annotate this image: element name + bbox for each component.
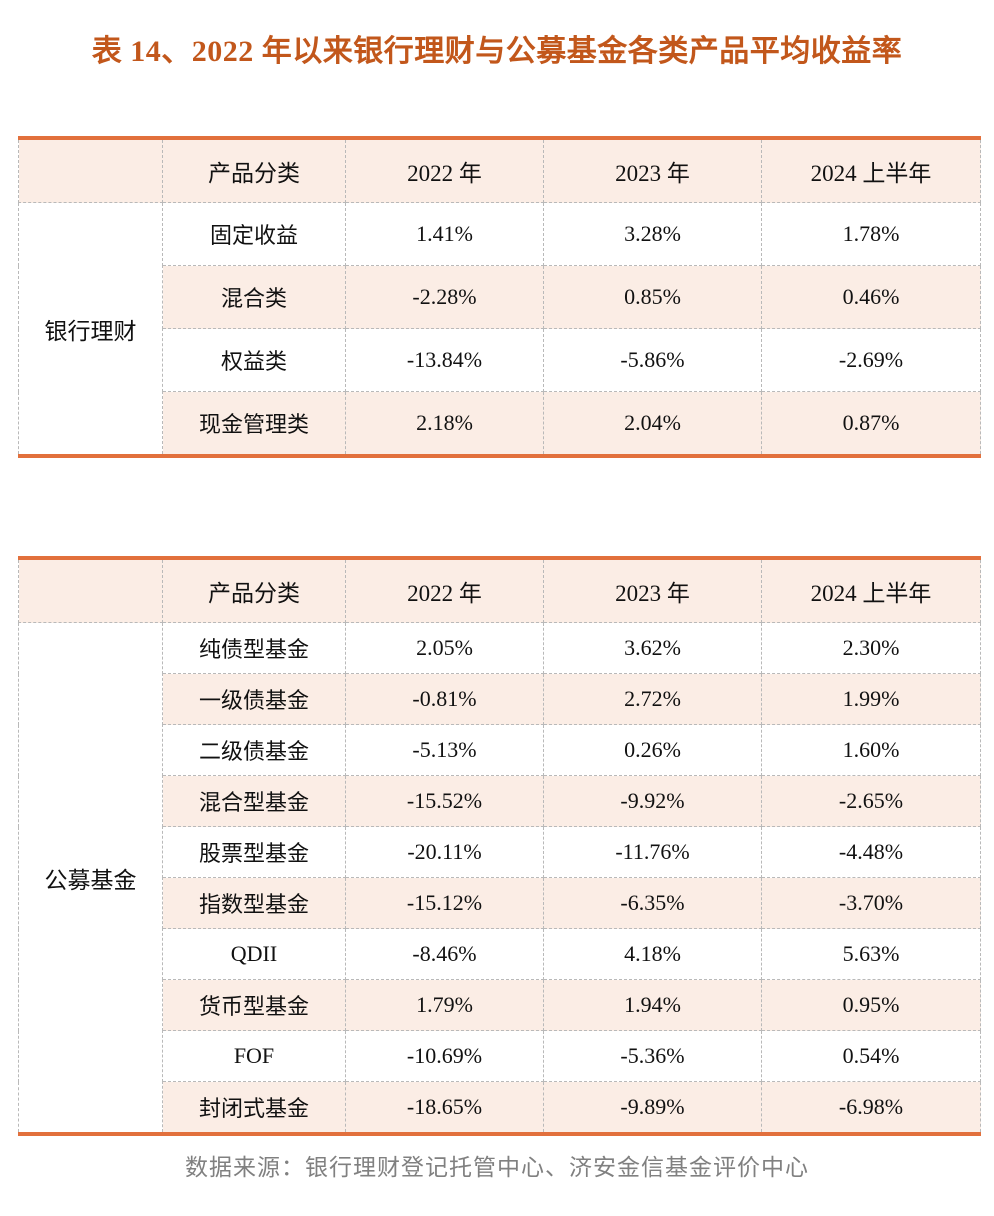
group-label-cell: 银行理财 (18, 202, 163, 457)
value-cell: -8.46% (345, 928, 544, 980)
value-cell: -0.81% (345, 673, 544, 725)
value-cell: -18.65% (345, 1081, 544, 1135)
value-cell: -15.12% (345, 877, 544, 929)
value-cell: -5.86% (543, 328, 762, 392)
value-cell: 0.26% (543, 724, 762, 776)
header-row: 产品分类 2022 年 2023 年 2024 上半年 (18, 137, 981, 203)
row-label-cell: 封闭式基金 (162, 1081, 346, 1135)
table-row: 银行理财 固定收益 1.41% 3.28% 1.78% (18, 202, 981, 457)
public-fund-table: 产品分类 2022 年 2023 年 2024 上半年 公募基金 纯债型基金 2.05% 3.… (18, 556, 981, 1136)
column-header-cell: 2022 年 (345, 557, 544, 623)
column-header-cell: 2022 年 (345, 137, 544, 203)
value-cell: 0.87% (761, 391, 981, 457)
value-cell: 2.72% (543, 673, 762, 725)
value-cell: 1.99% (761, 673, 981, 725)
row-label-cell: 股票型基金 (162, 826, 346, 878)
table-row: 混合类 -2.28% 0.85% 0.46% (19, 265, 981, 329)
row-label-cell: 权益类 (162, 328, 346, 392)
column-header-cell: 产品分类 (162, 557, 346, 623)
value-cell: -5.36% (543, 1030, 762, 1082)
value-cell: 1.78% (761, 202, 981, 266)
table-row: 二级债基金 -5.13% 0.26% 1.60% (19, 724, 981, 776)
data-source-note: 数据来源：银行理财登记托管中心、济安金信基金评价中心 (185, 1155, 809, 1180)
value-cell: -6.98% (761, 1081, 981, 1135)
column-header-cell: 2024 上半年 (761, 557, 981, 623)
value-cell: -15.52% (345, 775, 544, 827)
value-cell: -13.84% (345, 328, 544, 392)
column-header-cell: 产品分类 (162, 137, 346, 203)
column-header-cell: 2024 上半年 (761, 137, 981, 203)
value-cell: -2.69% (761, 328, 981, 392)
value-cell: 3.28% (543, 202, 762, 266)
value-cell: 1.94% (543, 979, 762, 1031)
value-cell: 2.04% (543, 391, 762, 457)
value-cell: 2.30% (761, 622, 981, 674)
value-cell: 0.95% (761, 979, 981, 1031)
column-header-cell: 2023 年 (543, 557, 762, 623)
value-cell: -3.70% (761, 877, 981, 929)
value-cell: -9.92% (543, 775, 762, 827)
row-label-cell: 一级债基金 (162, 673, 346, 725)
row-label-cell: QDII (162, 928, 346, 980)
row-label-cell: 二级债基金 (162, 724, 346, 776)
document-page: 表 14、2022 年以来银行理财与公募基金各类产品平均收益率 产品分类 2022… (0, 26, 994, 1182)
row-label-cell: 货币型基金 (162, 979, 346, 1031)
row-label-cell: 混合型基金 (162, 775, 346, 827)
table-row: 公募基金 纯债型基金 2.05% 3.62% 2.30% (18, 622, 981, 1135)
value-cell: 1.60% (761, 724, 981, 776)
table-row: 货币型基金 1.79% 1.94% 0.95% (19, 979, 981, 1031)
table-row: 指数型基金 -15.12% -6.35% -3.70% (19, 877, 981, 929)
value-cell: -9.89% (543, 1081, 762, 1135)
corner-header-cell (18, 557, 163, 623)
group-label-cell: 公募基金 (18, 622, 163, 1135)
value-cell: 5.63% (761, 928, 981, 980)
table-row: 股票型基金 -20.11% -11.76% -4.48% (19, 826, 981, 878)
value-cell: -6.35% (543, 877, 762, 929)
value-cell: -5.13% (345, 724, 544, 776)
value-cell: -2.65% (761, 775, 981, 827)
value-cell: 0.46% (761, 265, 981, 329)
column-header-cell: 2023 年 (543, 137, 762, 203)
value-cell: 0.85% (543, 265, 762, 329)
value-cell: 2.18% (345, 391, 544, 457)
value-cell: 2.05% (345, 622, 544, 674)
value-cell: 0.54% (761, 1030, 981, 1082)
bank-wealth-management-table: 产品分类 2022 年 2023 年 2024 上半年 银行理财 固定收益 1.41% 3.2… (18, 136, 981, 458)
table-row: 封闭式基金 -18.65% -9.89% -6.98% (19, 1081, 981, 1135)
row-label-cell: FOF (162, 1030, 346, 1082)
value-cell: 1.79% (345, 979, 544, 1031)
value-cell: -11.76% (543, 826, 762, 878)
row-label-cell: 指数型基金 (162, 877, 346, 929)
value-cell: 1.41% (345, 202, 544, 266)
value-cell: -2.28% (345, 265, 544, 329)
value-cell: 4.18% (543, 928, 762, 980)
row-label-cell: 纯债型基金 (162, 622, 346, 674)
table-row: 一级债基金 -0.81% 2.72% 1.99% (19, 673, 981, 725)
table-row: FOF -10.69% -5.36% 0.54% (19, 1030, 981, 1082)
tables-container: 产品分类 2022 年 2023 年 2024 上半年 银行理财 固定收益 1.41% 3.2… (0, 136, 994, 1136)
value-cell: -10.69% (345, 1030, 544, 1082)
row-label-cell: 固定收益 (162, 202, 346, 266)
value-cell: -4.48% (761, 826, 981, 878)
table-row: 现金管理类 2.18% 2.04% 0.87% (19, 391, 981, 457)
row-label-cell: 混合类 (162, 265, 346, 329)
value-cell: -20.11% (345, 826, 544, 878)
corner-header-cell (18, 137, 163, 203)
table-row: 混合型基金 -15.52% -9.92% -2.65% (19, 775, 981, 827)
table-row: 权益类 -13.84% -5.86% -2.69% (19, 328, 981, 392)
header-row: 产品分类 2022 年 2023 年 2024 上半年 (18, 557, 981, 623)
value-cell: 3.62% (543, 622, 762, 674)
table-row: QDII -8.46% 4.18% 5.63% (19, 928, 981, 980)
row-label-cell: 现金管理类 (162, 391, 346, 457)
page-title: 表 14、2022 年以来银行理财与公募基金各类产品平均收益率 (91, 35, 903, 68)
